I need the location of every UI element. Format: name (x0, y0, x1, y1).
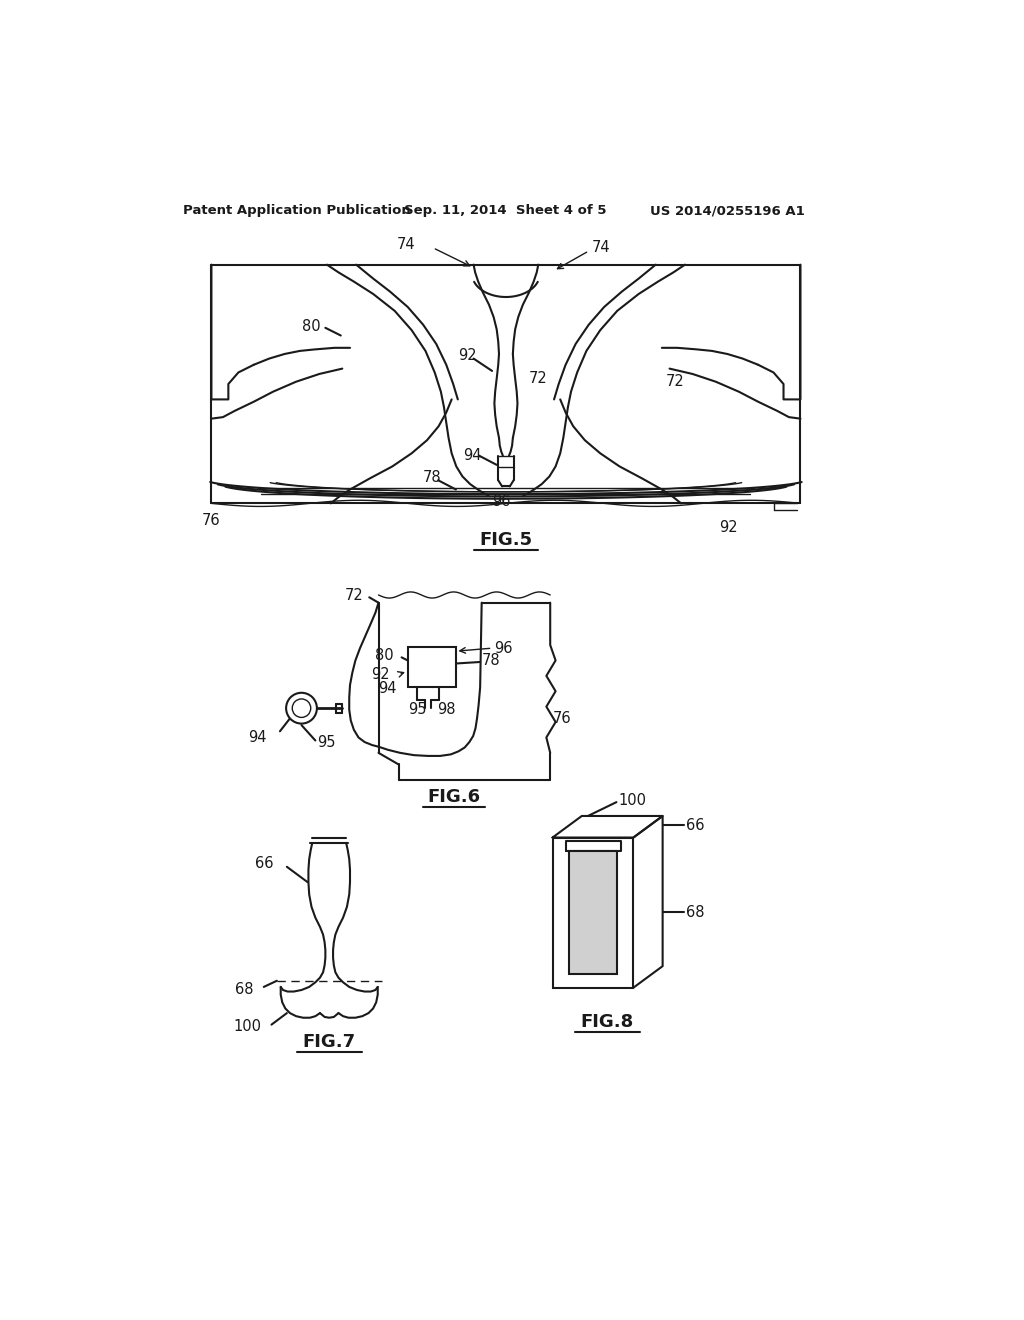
Text: 68: 68 (686, 904, 705, 920)
Text: 80: 80 (375, 648, 394, 664)
Text: 94: 94 (379, 681, 397, 697)
Text: 100: 100 (617, 793, 646, 808)
Text: FIG.5: FIG.5 (479, 532, 532, 549)
Text: 98: 98 (437, 702, 456, 717)
Text: 96: 96 (493, 494, 511, 510)
Bar (569, 851, 617, 974)
Text: Sep. 11, 2014  Sheet 4 of 5: Sep. 11, 2014 Sheet 4 of 5 (403, 205, 606, 218)
Text: 68: 68 (236, 982, 254, 998)
Text: 95: 95 (408, 702, 426, 717)
Text: 72: 72 (344, 589, 364, 603)
Text: 66: 66 (255, 857, 273, 871)
Text: Patent Application Publication: Patent Application Publication (183, 205, 411, 218)
Text: 94: 94 (249, 730, 267, 744)
Circle shape (286, 693, 316, 723)
Text: 72: 72 (529, 371, 548, 387)
Text: 92: 92 (720, 520, 738, 536)
Text: 95: 95 (316, 734, 336, 750)
Text: 74: 74 (592, 240, 610, 255)
Bar (408, 647, 456, 686)
Text: 78: 78 (423, 470, 441, 484)
Text: 66: 66 (686, 817, 705, 833)
Text: 92: 92 (458, 348, 477, 363)
Text: 92: 92 (371, 667, 389, 682)
Text: FIG.6: FIG.6 (427, 788, 480, 807)
Text: 78: 78 (481, 653, 501, 668)
Text: US 2014/0255196 A1: US 2014/0255196 A1 (650, 205, 805, 218)
Text: 100: 100 (233, 1019, 261, 1035)
Text: 72: 72 (666, 374, 684, 389)
Text: FIG.8: FIG.8 (581, 1014, 634, 1031)
Text: 96: 96 (494, 640, 512, 656)
Text: 76: 76 (202, 512, 221, 528)
Text: FIG.7: FIG.7 (303, 1034, 355, 1051)
Text: 80: 80 (302, 318, 321, 334)
Text: 76: 76 (553, 710, 571, 726)
Bar (553, 837, 634, 987)
Text: 74: 74 (396, 238, 415, 252)
Text: 94: 94 (464, 447, 482, 463)
